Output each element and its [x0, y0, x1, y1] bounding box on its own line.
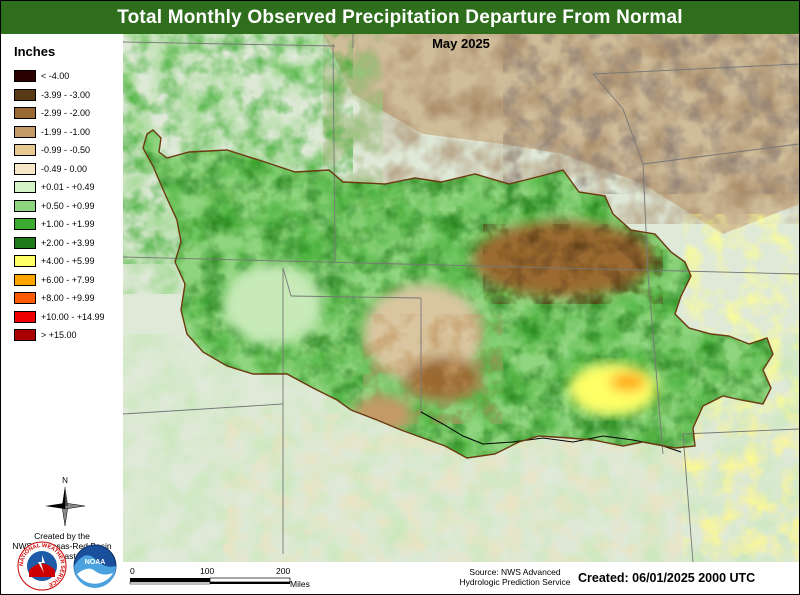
legend-swatch [14, 199, 36, 212]
legend-item: +10.00 - +14.99 [14, 308, 105, 327]
legend-swatch [14, 125, 36, 138]
legend-swatch [14, 329, 36, 342]
legend-swatch [14, 218, 36, 231]
title-bar: Total Monthly Observed Precipitation Dep… [1, 1, 799, 34]
legend-item: -0.49 - 0.00 [14, 160, 105, 179]
legend-item: +1.00 - +1.99 [14, 215, 105, 234]
map-title: Total Monthly Observed Precipitation Dep… [117, 7, 683, 28]
legend-label: -3.99 - -3.00 [41, 89, 91, 100]
legend-swatch [14, 162, 36, 175]
legend-list: < -4.00 -3.99 - -3.00 -2.99 - -2.00 -1.9… [14, 67, 105, 345]
legend-swatch [14, 144, 36, 157]
scale-tick-0: 0 [130, 566, 135, 576]
legend-item: -3.99 - -3.00 [14, 86, 105, 105]
legend-swatch [14, 255, 36, 268]
legend-label: +0.50 - +0.99 [41, 200, 95, 211]
legend-label: -2.99 - -2.00 [41, 108, 91, 119]
nws-logo-icon: NATIONAL WEATHER SERVICE [17, 541, 67, 591]
source-line: Hydrologic Prediction Service [459, 577, 571, 587]
legend-item: +4.00 - +5.99 [14, 252, 105, 271]
legend-label: +1.00 - +1.99 [41, 219, 95, 230]
legend-swatch [14, 273, 36, 286]
source-line: Source: NWS Advanced [469, 567, 561, 577]
legend-item: > +15.00 [14, 326, 105, 345]
legend-swatch [14, 236, 36, 249]
legend-label: +0.01 - +0.49 [41, 182, 95, 193]
scale-unit: Miles [290, 579, 310, 589]
legend-label: > +15.00 [41, 330, 77, 341]
legend-item: +8.00 - +9.99 [14, 289, 105, 308]
source-note: Source: NWS Advanced Hydrologic Predicti… [445, 567, 585, 587]
legend-item: +0.50 - +0.99 [14, 197, 105, 216]
agency-logos: NATIONAL WEATHER SERVICE NOAA [17, 541, 117, 591]
legend-item: -2.99 - -2.00 [14, 104, 105, 123]
legend-label: +6.00 - +7.99 [41, 274, 95, 285]
legend-swatch [14, 70, 36, 83]
legend-item: +2.00 - +3.99 [14, 234, 105, 253]
created-timestamp: Created: 06/01/2025 2000 UTC [578, 571, 756, 585]
noaa-text: NOAA [85, 559, 106, 566]
scale-tick-100: 100 [200, 566, 214, 576]
legend-swatch [14, 88, 36, 101]
precip-departure-map [123, 34, 799, 562]
legend-label: -1.99 - -1.00 [41, 126, 91, 137]
scale-bar: 0 100 200 Miles [129, 566, 310, 589]
legend-label: +4.00 - +5.99 [41, 256, 95, 267]
legend-swatch [14, 107, 36, 120]
legend-label: +8.00 - +9.99 [41, 293, 95, 304]
legend-label: +10.00 - +14.99 [41, 311, 105, 322]
legend-label: -0.99 - -0.50 [41, 145, 91, 156]
scale-tick-200: 200 [276, 566, 290, 576]
state-boundaries [123, 34, 799, 562]
legend-swatch [14, 181, 36, 194]
legend-swatch [14, 310, 36, 323]
map-subtitle: May 2025 [432, 36, 490, 51]
legend-title: Inches [14, 44, 56, 59]
legend-label: +2.00 - +3.99 [41, 237, 95, 248]
legend-panel: Inches < -4.00 -3.99 - -3.00 -2.99 - -2.… [1, 34, 123, 562]
credit-line: Created by the [34, 531, 90, 541]
bottom-bar: 0 100 200 Miles Source: NWS Advanced Hyd… [123, 562, 799, 594]
credit-line: NWS Arkansas-Red Basin [12, 541, 112, 551]
map-canvas [123, 34, 799, 562]
legend-item: +6.00 - +7.99 [14, 271, 105, 290]
legend-swatch [14, 292, 36, 305]
legend-item: -1.99 - -1.00 [14, 123, 105, 142]
legend-label: -0.49 - 0.00 [41, 163, 88, 174]
legend-item: < -4.00 [14, 67, 105, 86]
north-label: N [62, 476, 68, 485]
north-arrow-icon: N [45, 476, 86, 527]
legend-item: -0.99 - -0.50 [14, 141, 105, 160]
legend-label: < -4.00 [41, 71, 70, 82]
legend-item: +0.01 - +0.49 [14, 178, 105, 197]
noaa-logo-icon: NOAA [73, 544, 117, 588]
